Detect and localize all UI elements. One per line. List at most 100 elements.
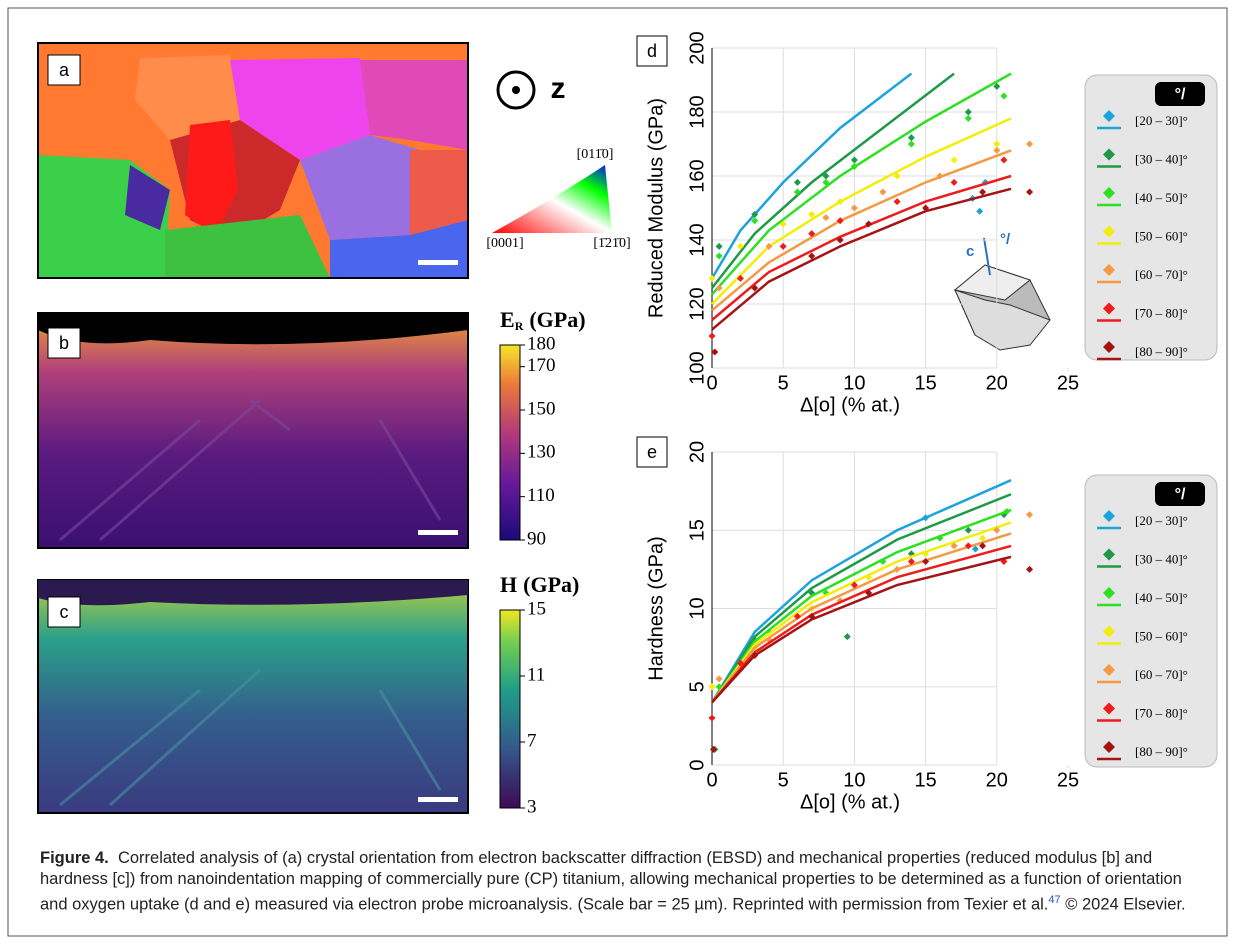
legend-box (1084, 74, 1218, 361)
data-point (822, 214, 830, 222)
ipf-label: [0001] (486, 236, 523, 251)
data-point (993, 140, 1001, 148)
data-point (715, 675, 723, 683)
ebsd-map (37, 42, 469, 279)
data-point (1000, 156, 1008, 164)
legend-marker (1103, 625, 1115, 638)
y-tick-label: 15 (686, 519, 708, 541)
data-point (736, 274, 744, 282)
data-point (850, 204, 858, 212)
grain (230, 58, 370, 160)
scale-bar (418, 530, 458, 535)
fit-line (711, 117, 1012, 305)
panel-label: e (647, 442, 657, 462)
fit-line (711, 72, 955, 289)
map-frame (37, 312, 469, 549)
scale-bar (418, 797, 458, 802)
fit-line (711, 555, 1012, 704)
grain (410, 150, 468, 235)
data-point (964, 542, 972, 550)
data-point (708, 683, 716, 691)
colorbar-tick-label: 90 (527, 528, 546, 549)
legend-marker (1103, 264, 1115, 276)
legend-box (1084, 474, 1218, 768)
legend-title: °/ (1175, 486, 1186, 503)
grain (185, 120, 238, 235)
data-point (1026, 565, 1034, 573)
legend-marker (1103, 110, 1115, 122)
data-point (971, 545, 979, 553)
legend-marker (1103, 187, 1115, 199)
grain (165, 215, 330, 278)
map-texture (59, 668, 442, 807)
modulus-map (37, 312, 469, 549)
y-tick-label: 140 (686, 223, 708, 256)
data-point (808, 210, 816, 218)
legend-marker (1103, 148, 1115, 161)
x-tick-label: 0 (706, 769, 717, 791)
colorbar-tick-label: 180 (527, 333, 556, 354)
fit-line (710, 493, 1012, 704)
legend-label: [80 – 90]° (1135, 344, 1188, 359)
panel-label-box (47, 54, 81, 86)
data-point (808, 252, 816, 260)
fit-line (710, 72, 913, 280)
y-tick-label: 10 (686, 597, 708, 619)
colorbar-title: ER (GPa) (500, 307, 586, 333)
legend-label: [60 – 70]° (1135, 267, 1188, 282)
inset-label: °/ (1000, 231, 1011, 248)
y-axis-label: Hardness (GPa) (645, 536, 667, 681)
data-point (715, 284, 723, 292)
panel-label: d (647, 41, 657, 61)
data-point (793, 178, 801, 186)
data-point (736, 659, 744, 667)
x-tick-label: 0 (706, 372, 717, 394)
prism-cap (953, 264, 1032, 301)
data-point (850, 156, 858, 164)
caption-text: © 2024 Elsevier. (1065, 895, 1186, 914)
data-point (736, 242, 744, 250)
data-point (950, 178, 958, 186)
legend-label: [40 – 50]° (1135, 590, 1188, 605)
hardness-map (37, 579, 469, 814)
y-axis-label: Reduced Modulus (GPa) (645, 98, 667, 318)
x-tick-label: 5 (778, 769, 789, 791)
data-point (793, 188, 801, 196)
data-point (709, 745, 717, 753)
colorbar-title: H (GPa) (500, 572, 579, 597)
colorbar-tick-label: 3 (527, 796, 537, 817)
legend-marker (1103, 510, 1115, 522)
legend-header (1155, 82, 1205, 106)
panel-label-box (636, 35, 668, 67)
data-point (979, 542, 987, 550)
y-tick-label: 180 (686, 95, 708, 128)
colorbar-tick-label: 150 (527, 398, 556, 419)
data-point (979, 534, 987, 542)
data-point (1000, 92, 1008, 100)
data-point (893, 172, 901, 180)
data-point (1000, 511, 1008, 519)
y-tick-label: 100 (686, 351, 708, 384)
data-point (879, 188, 887, 196)
legend-label: [20 – 30]° (1135, 513, 1188, 528)
colorbar-title-sub: R (515, 319, 524, 333)
c-axis (983, 237, 991, 276)
figure-border (7, 7, 1228, 937)
z-symbol (496, 70, 536, 110)
data-point (765, 242, 773, 250)
x-tick-label: 20 (986, 769, 1008, 791)
data-point (922, 558, 930, 566)
grain (360, 60, 468, 150)
colorbar-tick-label: 110 (527, 485, 555, 506)
legend-label: [20 – 30]° (1135, 113, 1188, 128)
x-tick-label: 5 (778, 372, 789, 394)
data-point (907, 134, 915, 142)
fit-line (711, 72, 1012, 296)
colorbar-tick-label: 7 (527, 730, 537, 751)
data-point (964, 114, 972, 122)
colorbar (499, 609, 521, 809)
data-point (950, 542, 958, 550)
legend-label: [70 – 80]° (1135, 705, 1188, 720)
data-point (779, 242, 787, 250)
